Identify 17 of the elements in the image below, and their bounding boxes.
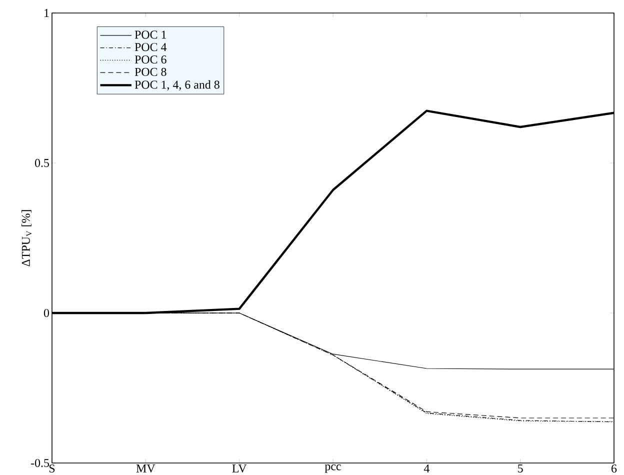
x-tick-label: 5: [518, 464, 523, 472]
x-tick-label: MV: [136, 464, 156, 473]
legend-label: POC 6: [134, 55, 166, 64]
x-tick-label: 6: [612, 464, 617, 473]
y-tick-label: 0: [44, 308, 50, 318]
y-tick-label: 0.5: [34, 158, 50, 168]
y-tick-label: -0.5: [30, 458, 50, 468]
x-tick-label: LV: [232, 464, 247, 473]
y-axis-title: ΔTPU$_{V}$ [%]: [22, 210, 32, 266]
legend-label: POC 1: [134, 30, 166, 39]
y-tick-label: 1: [44, 9, 49, 17]
x-tick-label: pcc: [324, 464, 341, 473]
x-tick-label: 4: [424, 464, 430, 472]
x-tick-label: S: [49, 464, 55, 473]
legend-label: POC 1, 4, 6 and 8: [134, 80, 220, 90]
legend-label: POC 4: [134, 43, 167, 52]
legend-label: POC 8: [134, 68, 166, 76]
